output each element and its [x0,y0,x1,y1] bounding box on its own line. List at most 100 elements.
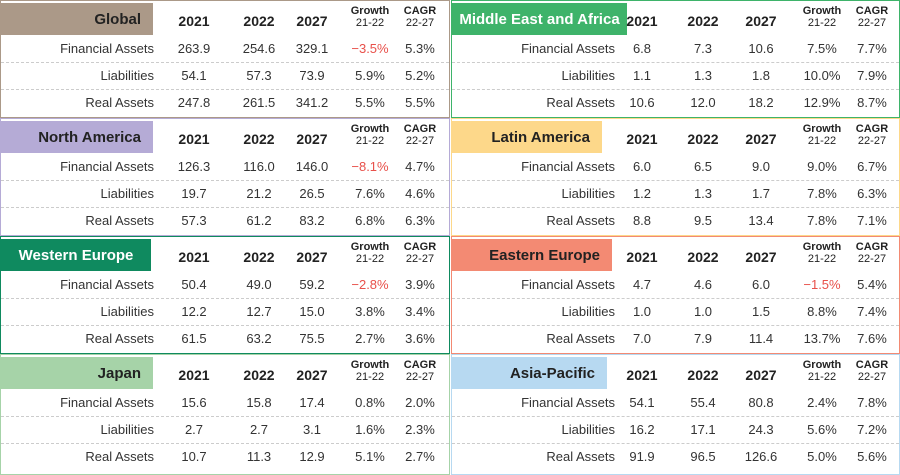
value-2027: 18.2 [748,95,774,110]
value-2021: 19.7 [181,186,207,201]
header-2027: 2027 [296,13,328,29]
value-cagr: 3.9% [405,277,435,292]
value-cagr: 6.3% [857,186,887,201]
value-growth: 2.4% [807,395,837,410]
value-2021: 15.6 [181,395,207,410]
value-cagr: 7.1% [857,213,887,228]
value-growth: 2.7% [355,331,385,346]
header-growth-label: Growth [802,241,842,253]
header-cagr-label: CAGR [855,5,889,17]
header-cagr: CAGR 22-27 [390,241,449,265]
table-row: Liabilities 54.1 57.3 73.9 5.9% 5.2% [1,62,449,90]
table-row: Liabilities 1.1 1.3 1.8 10.0% 7.9% [452,62,899,90]
value-2022: 9.5 [693,213,713,228]
header-cagr-label: CAGR [403,241,437,253]
row-label: Financial Assets [60,395,154,410]
header-growth-period: 21-22 [807,253,837,265]
asia-pacific-table: Asia-Pacific 2021 2022 2027 Growth 21-22 CAGR 2… [451,354,900,475]
header-cagr: CAGR 22-27 [842,359,899,383]
eastern-europe-table: Eastern Europe 2021 2022 2027 Growth 21-22 CAG… [451,236,900,354]
row-label: Real Assets [85,213,154,228]
value-growth: −3.5% [351,41,389,56]
row-label: Financial Assets [60,159,154,174]
row-label: Liabilities [561,304,615,319]
value-2021: 4.7 [632,277,652,292]
table-row: Financial Assets 15.6 15.8 17.4 0.8% 2.0% [1,389,449,417]
header-cagr: CAGR 22-27 [390,5,449,29]
header-growth: Growth 21-22 [792,123,852,147]
header-cagr-period: 22-27 [857,371,887,383]
header-cagr-period: 22-27 [857,253,887,265]
header-cagr: CAGR 22-27 [842,5,899,29]
value-2027: 341.2 [295,95,329,110]
header-cagr-label: CAGR [403,359,437,371]
header-2021: 2021 [626,249,658,265]
header-2022: 2022 [687,13,719,29]
value-2027: 24.3 [748,422,774,437]
table-row: Financial Assets 126.3 116.0 146.0 −8.1% 4.7% [1,153,449,181]
value-2021: 263.9 [177,41,211,56]
header-2022: 2022 [243,131,275,147]
value-2021: 247.8 [177,95,211,110]
value-2022: 116.0 [243,159,275,174]
value-2021: 10.7 [181,449,207,464]
value-cagr: 3.6% [405,331,435,346]
value-2027: 26.5 [299,186,325,201]
table-row: Financial Assets 50.4 49.0 59.2 −2.8% 3.9% [1,271,449,299]
value-growth: −1.5% [803,277,841,292]
value-2021: 6.0 [632,159,652,174]
table-row: Real Assets 8.8 9.5 13.4 7.8% 7.1% [452,207,899,234]
value-2022: 2.7 [249,422,269,437]
value-2027: 11.4 [748,331,774,346]
table-row: Liabilities 12.2 12.7 15.0 3.8% 3.4% [1,298,449,326]
header-2022: 2022 [243,249,275,265]
value-2022: 49.0 [246,277,272,292]
value-2027: 1.5 [751,304,771,319]
table-row: Real Assets 91.9 96.5 126.6 5.0% 5.6% [452,443,899,470]
value-2021: 12.2 [181,304,207,319]
value-2027: 83.2 [299,213,325,228]
north-america-title: North America [1,121,153,153]
table-row: Financial Assets 4.7 4.6 6.0 −1.5% 5.4% [452,271,899,299]
value-2027: 9.0 [751,159,771,174]
row-label: Real Assets [85,449,154,464]
header-growth-period: 21-22 [355,253,385,265]
value-cagr: 5.3% [405,41,435,56]
value-cagr: 5.2% [405,68,435,83]
value-cagr: 3.4% [405,304,435,319]
value-2022: 7.9 [693,331,713,346]
value-2021: 126.3 [177,159,211,174]
value-2027: 73.9 [299,68,325,83]
middle-east-and-africa-table: Middle East and Africa 2021 2022 2027 Growth… [451,0,900,118]
header-2027: 2027 [745,131,777,147]
value-growth: 5.9% [355,68,385,83]
value-2027: 59.2 [299,277,325,292]
value-2027: 3.1 [302,422,322,437]
value-2021: 6.8 [632,41,652,56]
header-2022: 2022 [243,13,275,29]
value-cagr: 2.0% [405,395,435,410]
western-europe-table: Western Europe 2021 2022 2027 Growth 21-22 CAG… [0,236,450,354]
value-2022: 254.6 [242,41,276,56]
value-growth: 5.0% [807,449,837,464]
value-2027: 6.0 [751,277,771,292]
row-label: Real Assets [85,331,154,346]
table-row: Real Assets 7.0 7.9 11.4 13.7% 7.6% [452,325,899,352]
header-2021: 2021 [626,131,658,147]
row-label: Real Assets [546,95,615,110]
value-2027: 12.9 [299,449,325,464]
header-cagr-label: CAGR [403,5,437,17]
value-growth: 5.5% [355,95,385,110]
value-2022: 15.8 [246,395,272,410]
header-2027: 2027 [296,367,328,383]
value-2027: 15.0 [299,304,325,319]
value-2027: 10.6 [748,41,774,56]
value-2027: 126.6 [744,449,778,464]
header-2021: 2021 [178,367,210,383]
header-cagr: CAGR 22-27 [842,123,899,147]
header-2022: 2022 [243,367,275,383]
value-2022: 6.5 [693,159,713,174]
global-title: Global [1,3,153,35]
value-2027: 17.4 [299,395,325,410]
